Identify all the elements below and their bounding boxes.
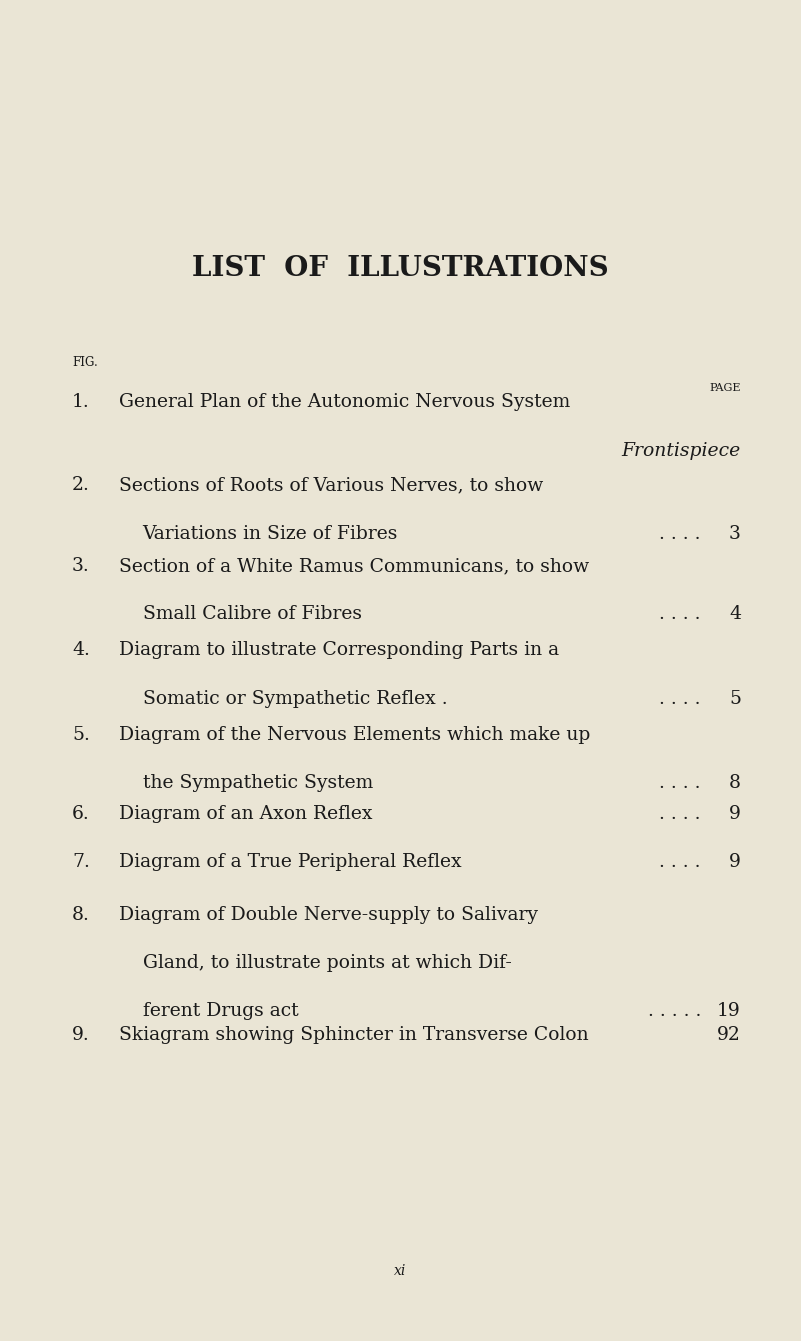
Text: Variations in Size of Fibres: Variations in Size of Fibres: [143, 524, 398, 543]
Text: 19: 19: [717, 1002, 741, 1021]
Text: . . . .: . . . .: [659, 805, 701, 823]
Text: Skiagram showing Sphincter in Transverse Colon: Skiagram showing Sphincter in Transverse…: [119, 1026, 588, 1045]
Text: Diagram of an Axon Reflex: Diagram of an Axon Reflex: [119, 805, 372, 823]
Text: Diagram of Double Nerve-supply to Salivary: Diagram of Double Nerve-supply to Saliva…: [119, 905, 537, 924]
Text: 9.: 9.: [72, 1026, 90, 1045]
Text: Diagram of the Nervous Elements which make up: Diagram of the Nervous Elements which ma…: [119, 725, 590, 744]
Text: Diagram to illustrate Corresponding Parts in a: Diagram to illustrate Corresponding Part…: [119, 641, 558, 660]
Text: Small Calibre of Fibres: Small Calibre of Fibres: [143, 605, 361, 624]
Text: . . . . .: . . . . .: [647, 1002, 701, 1021]
Text: 8.: 8.: [72, 905, 90, 924]
Text: 3: 3: [729, 524, 741, 543]
Text: Gland, to illustrate points at which Dif-: Gland, to illustrate points at which Dif…: [143, 953, 512, 972]
Text: PAGE: PAGE: [710, 382, 741, 393]
Text: . . . .: . . . .: [659, 853, 701, 872]
Text: FIG.: FIG.: [72, 355, 98, 369]
Text: . . . .: . . . .: [659, 524, 701, 543]
Text: 2.: 2.: [72, 476, 90, 495]
Text: 8: 8: [729, 774, 741, 793]
Text: 92: 92: [717, 1026, 741, 1045]
Text: Sections of Roots of Various Nerves, to show: Sections of Roots of Various Nerves, to …: [119, 476, 543, 495]
Text: Diagram of a True Peripheral Reflex: Diagram of a True Peripheral Reflex: [119, 853, 461, 872]
Text: Frontispiece: Frontispiece: [622, 441, 741, 460]
Text: 3.: 3.: [72, 557, 90, 575]
Text: ferent Drugs act: ferent Drugs act: [143, 1002, 298, 1021]
Text: the Sympathetic System: the Sympathetic System: [143, 774, 372, 793]
Text: xi: xi: [394, 1265, 407, 1278]
Text: . . . .: . . . .: [659, 605, 701, 624]
Text: 5.: 5.: [72, 725, 90, 744]
Text: 4: 4: [729, 605, 741, 624]
Text: General Plan of the Autonomic Nervous System: General Plan of the Autonomic Nervous Sy…: [119, 393, 570, 412]
Text: 4.: 4.: [72, 641, 90, 660]
Text: Somatic or Sympathetic Reflex .: Somatic or Sympathetic Reflex .: [143, 689, 447, 708]
Text: 7.: 7.: [72, 853, 90, 872]
Text: 9: 9: [729, 805, 741, 823]
Text: 9: 9: [729, 853, 741, 872]
Text: 5: 5: [729, 689, 741, 708]
Text: . . . .: . . . .: [659, 689, 701, 708]
Text: 6.: 6.: [72, 805, 90, 823]
Text: 1.: 1.: [72, 393, 90, 412]
Text: Section of a White Ramus Communicans, to show: Section of a White Ramus Communicans, to…: [119, 557, 589, 575]
Text: LIST  OF  ILLUSTRATIONS: LIST OF ILLUSTRATIONS: [192, 255, 609, 282]
Text: . . . .: . . . .: [659, 774, 701, 793]
